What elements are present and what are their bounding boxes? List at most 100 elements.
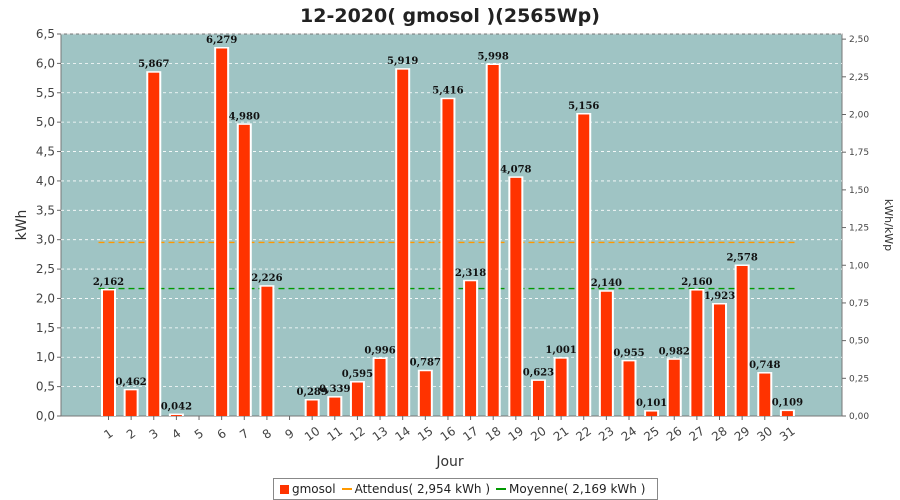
bar [397, 69, 409, 416]
bars [101, 46, 795, 417]
y-right-tick-label: 0,25 [849, 374, 869, 384]
data-label: 0,109 [772, 398, 803, 409]
y-axis-right: 0,00 0,25 0,50 0,75 1,00 1,25 1,50 1,75 2,00 2,25… [842, 35, 869, 422]
data-label: 0,101 [636, 398, 667, 409]
x-tick-label: 15 [415, 424, 436, 444]
legend-swatch-attendus [341, 488, 352, 490]
legend-swatch-moyenne [496, 488, 507, 490]
x-tick-label: 22 [573, 424, 594, 444]
x-axis-label: Jour [435, 454, 464, 470]
y-right-tick-label: 2,00 [849, 111, 869, 121]
y-right-tick-label: 1,00 [849, 261, 869, 271]
x-tick-label: 20 [528, 424, 549, 444]
y-right-tick-label: 2,25 [849, 73, 869, 83]
bar [306, 400, 318, 416]
y-right-tick-label: 0,75 [849, 299, 869, 309]
x-tick-label: 4 [169, 426, 183, 442]
reference-lines [98, 241, 798, 290]
y-tick-label: 4,0 [36, 174, 55, 188]
data-label: 0,787 [410, 358, 441, 369]
data-label: 0,955 [613, 348, 644, 359]
x-tick-label: 10 [302, 424, 323, 444]
data-label: 0,623 [523, 367, 554, 378]
x-axis: 1 2 3 4 5 6 7 8 9 10 11 12 13 14 15 16 17 18 19 20 21 22 23 24 2… [101, 416, 798, 444]
legend-label-gmosol: gmosol [292, 482, 336, 496]
bar [374, 358, 386, 416]
bar [578, 114, 590, 417]
bar-frame [168, 413, 184, 416]
data-label: 2,318 [455, 268, 486, 279]
data-label: 5,156 [568, 101, 599, 112]
data-labels: 2,162 0,462 5,867 0,042 6,279 4,980 2,226 0,289… [93, 35, 803, 413]
data-label: 0,748 [749, 360, 780, 371]
bar [646, 411, 658, 416]
bar [714, 304, 726, 416]
y-tick-label: 2,0 [36, 291, 55, 305]
x-tick-label: 6 [215, 426, 229, 442]
data-label: 0,042 [161, 402, 192, 413]
bar [623, 361, 635, 416]
bar [532, 380, 544, 416]
legend-label-attendus: Attendus( 2,954 kWh ) [354, 482, 491, 496]
bar [691, 290, 703, 416]
x-tick-label: 27 [687, 424, 708, 444]
y-tick-label: 0,5 [36, 380, 55, 394]
data-label: 6,279 [206, 35, 237, 46]
y-tick-label: 3,5 [36, 203, 55, 217]
legend-swatch-gmosol [280, 484, 289, 494]
data-label: 2,226 [251, 273, 282, 284]
data-label: 0,289 [297, 387, 328, 398]
bar [736, 265, 748, 416]
bar [781, 411, 793, 416]
data-label: 4,078 [500, 164, 531, 175]
y-right-tick-label: 1,75 [849, 148, 869, 158]
bar [125, 390, 137, 416]
y-axis-left: 0,0 0,5 1,0 1,5 2,0 2,5 3,0 3,5 4,0 4,5 5,0 5,5 6,0 6… [36, 27, 61, 423]
y-tick-label: 5,0 [36, 115, 55, 129]
y-right-tick-label: 1,25 [849, 224, 869, 234]
data-label: 5,867 [138, 59, 169, 70]
data-label: 5,919 [387, 56, 418, 67]
x-tick-label: 17 [460, 424, 481, 444]
y-tick-label: 1,0 [36, 350, 55, 364]
bar [261, 286, 273, 416]
bar [487, 65, 499, 417]
legend-item-attendus: Attendus( 2,954 kWh ) [341, 482, 491, 496]
y-right-tick-label: 0,00 [849, 412, 869, 422]
x-tick-label: 23 [596, 424, 617, 444]
bar [216, 48, 228, 416]
bar [419, 371, 431, 416]
data-label: 5,416 [432, 86, 463, 97]
y-right-tick-label: 0,50 [849, 337, 869, 347]
x-tick-label: 1 [101, 426, 115, 442]
y-tick-label: 3,0 [36, 233, 55, 247]
x-tick-label: 28 [709, 424, 730, 444]
y-tick-label: 1,5 [36, 321, 55, 335]
bar [510, 177, 522, 416]
data-label: 0,982 [659, 346, 690, 357]
x-tick-label: 14 [392, 424, 413, 444]
data-label: 0,339 [319, 384, 350, 395]
y-tick-label: 2,5 [36, 262, 55, 276]
x-tick-label: 3 [147, 426, 161, 442]
x-tick-label: 7 [237, 426, 251, 442]
bar [103, 290, 114, 416]
chart-title: 12-2020( gmosol )(2565Wp) [300, 5, 600, 27]
y-tick-label: 4,5 [36, 145, 55, 159]
x-tick-label: 24 [619, 424, 640, 444]
bar [351, 382, 363, 416]
x-tick-label: 29 [732, 424, 753, 444]
x-tick-label: 25 [641, 424, 662, 444]
y-right-tick-label: 1,50 [849, 186, 869, 196]
data-label: 0,595 [342, 369, 373, 380]
bar [170, 415, 182, 416]
x-tick-label: 9 [282, 426, 296, 442]
y-tick-label: 0,0 [36, 409, 55, 423]
data-label: 2,162 [93, 277, 124, 288]
x-tick-label: 18 [483, 424, 504, 444]
bar [465, 281, 477, 416]
x-tick-label: 5 [192, 426, 206, 442]
legend-item-moyenne: Moyenne( 2,169 kWh ) [496, 482, 645, 496]
x-tick-label: 12 [347, 424, 368, 444]
